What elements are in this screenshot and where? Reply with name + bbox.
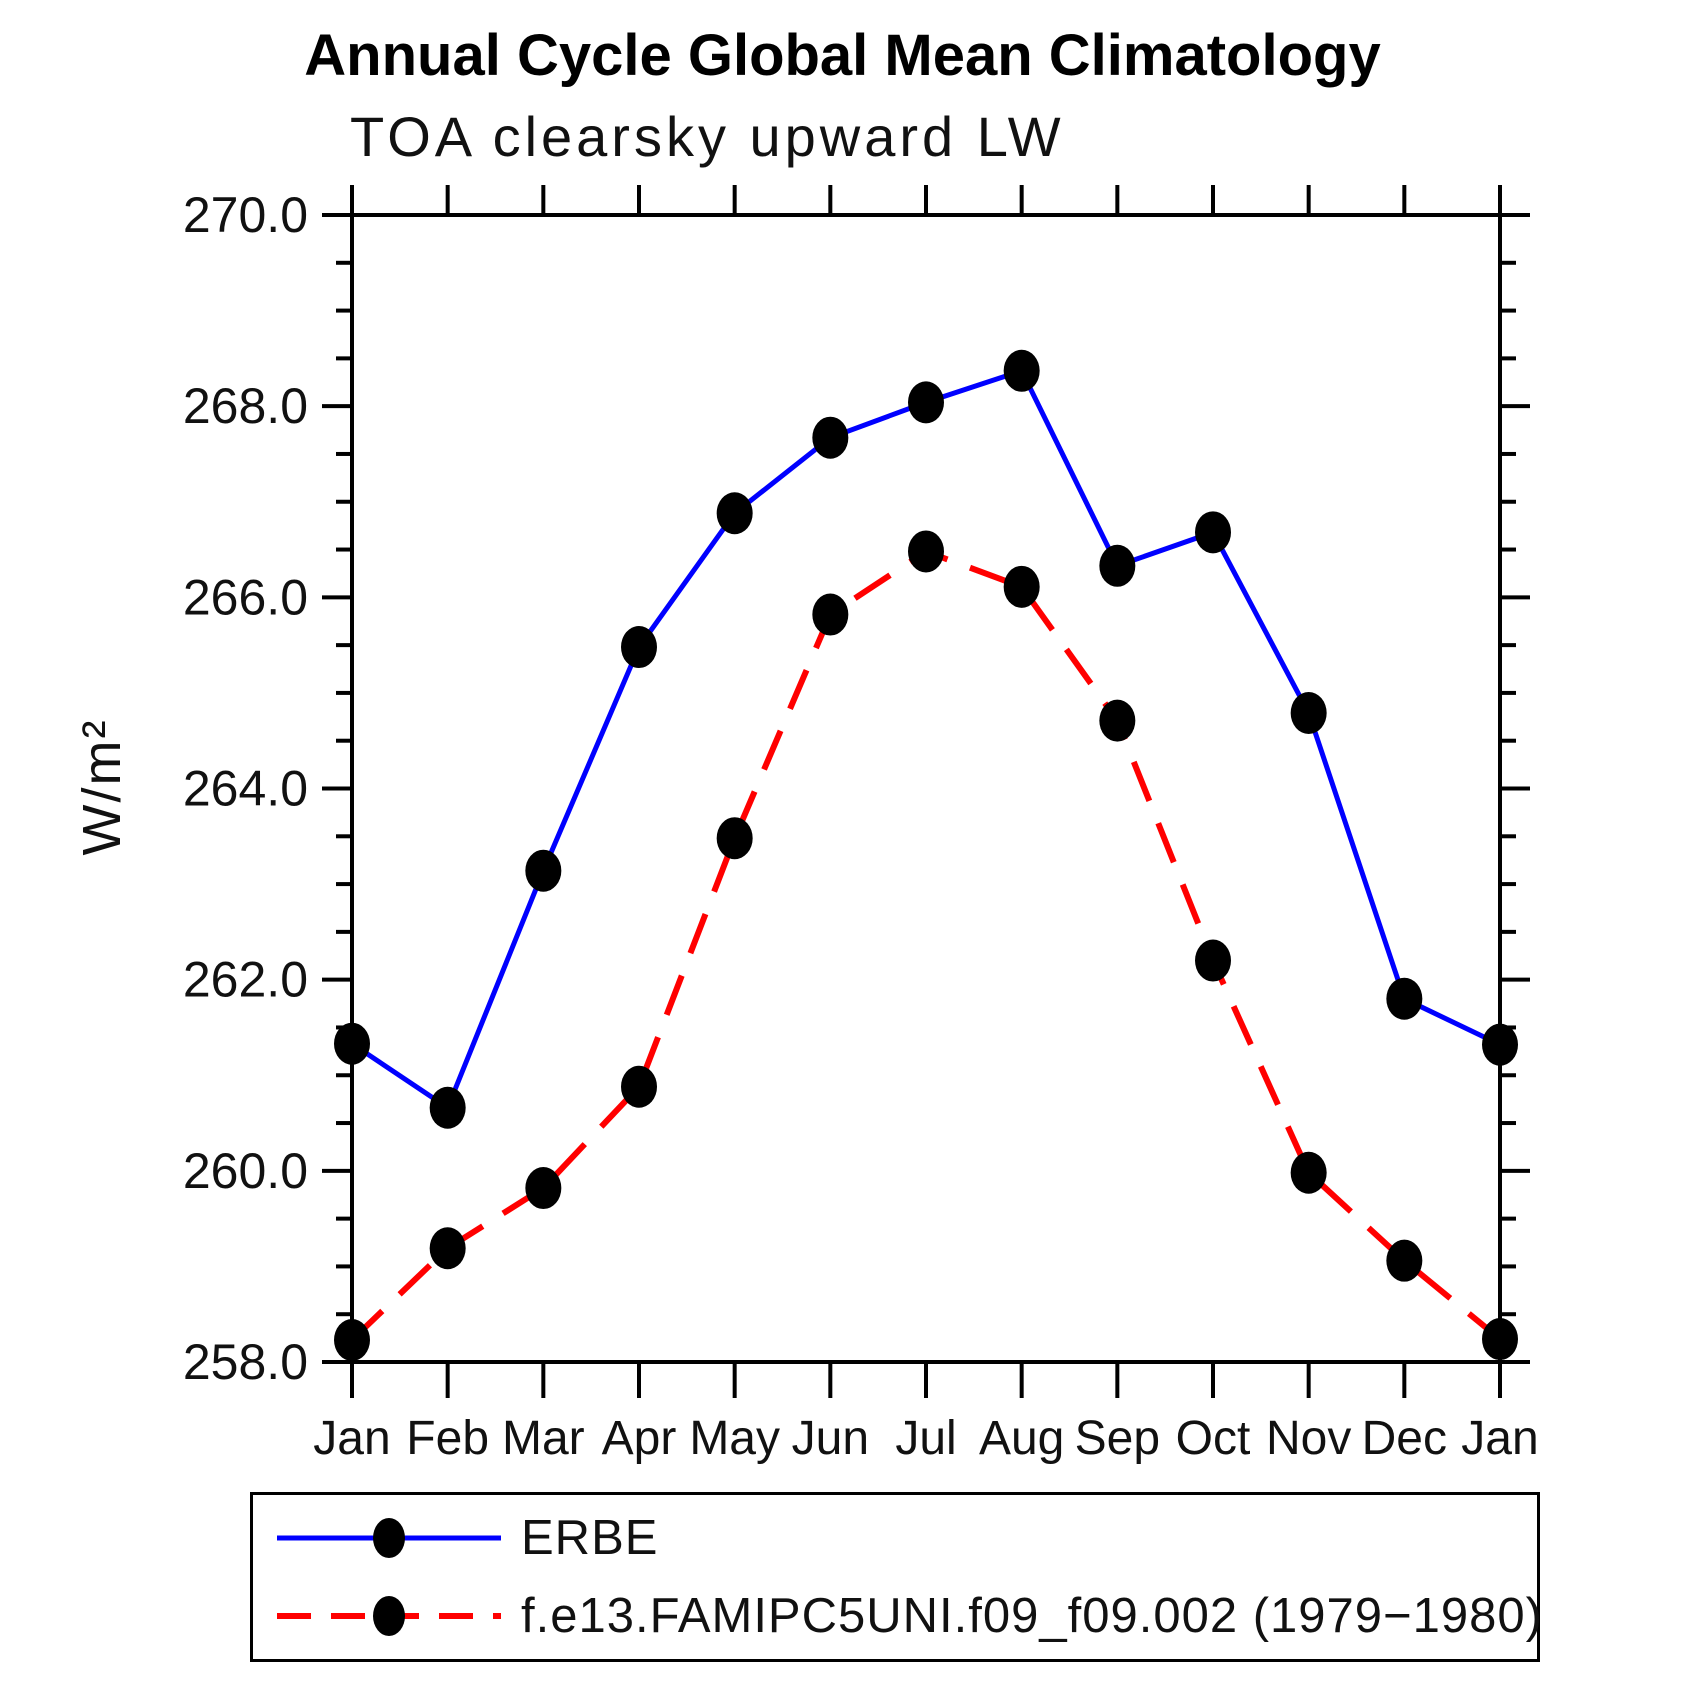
- data-point-marker: [525, 849, 562, 892]
- legend-item-erbe: ERBE: [273, 1499, 1537, 1577]
- data-point-marker: [1290, 1151, 1327, 1194]
- data-point-marker: [1482, 1023, 1518, 1066]
- x-tick-label: Mar: [502, 1412, 585, 1465]
- x-tick-label: May: [689, 1412, 780, 1465]
- legend-item-model: f.e13.FAMIPC5UNI.f09_f09.002 (1979−1980): [273, 1577, 1542, 1655]
- y-tick-label: 264.0: [183, 761, 308, 817]
- data-point-marker: [429, 1086, 466, 1129]
- y-tick-label: 266.0: [183, 569, 308, 625]
- model-line-sample: [277, 1596, 501, 1636]
- x-tick-label: Aug: [979, 1412, 1064, 1465]
- data-point-marker: [1195, 511, 1231, 554]
- data-point-marker: [621, 626, 657, 669]
- legend-label-erbe: ERBE: [521, 1511, 659, 1565]
- chart-subtitle: TOA clearsky upward LW: [350, 105, 1065, 168]
- x-tick-label: Jan: [313, 1412, 390, 1465]
- x-tick-label: Dec: [1362, 1412, 1447, 1465]
- data-point-marker: [812, 593, 849, 636]
- x-tick-label: Nov: [1266, 1412, 1351, 1465]
- data-point-marker: [525, 1167, 562, 1210]
- plot-frame: [350, 213, 1502, 1364]
- y-tick-label: 262.0: [183, 952, 308, 1008]
- x-tick-label: Oct: [1176, 1412, 1251, 1465]
- data-point-marker: [1386, 977, 1423, 1020]
- data-point-marker: [908, 530, 944, 573]
- legend-box: ERBE f.e13.FAMIPC5UNI.f09_f09.002 (1979−…: [250, 1492, 1542, 1662]
- data-point-marker: [908, 381, 944, 424]
- x-tick-label: Apr: [602, 1412, 677, 1465]
- legend-sample-marker: [373, 1596, 405, 1636]
- data-point-marker: [716, 817, 753, 860]
- data-point-marker: [1003, 565, 1040, 608]
- data-point-marker: [334, 1319, 370, 1362]
- y-tick-label: 260.0: [183, 1143, 308, 1199]
- y-tick-label: 270.0: [183, 187, 308, 243]
- data-point-marker: [812, 416, 849, 459]
- legend-sample-marker: [373, 1518, 405, 1558]
- data-point-marker: [334, 1022, 370, 1065]
- data-point-marker: [1003, 349, 1040, 392]
- erbe-line: [350, 367, 1502, 1112]
- x-tick-label: Feb: [406, 1412, 489, 1465]
- data-point-marker: [1099, 699, 1136, 742]
- y-tick-label: 268.0: [183, 378, 308, 434]
- x-tick-label: Sep: [1075, 1412, 1160, 1465]
- data-point-marker: [621, 1065, 657, 1108]
- data-point-marker: [429, 1227, 466, 1270]
- erbe-line-sample: [277, 1518, 501, 1558]
- data-point-marker: [1482, 1318, 1518, 1361]
- y-tick-label: 258.0: [183, 1334, 308, 1390]
- chart-title: Annual Cycle Global Mean Climatology: [304, 23, 1381, 88]
- x-tick-label: Jul: [895, 1412, 956, 1465]
- data-point-marker: [1195, 939, 1231, 982]
- legend-label-model: f.e13.FAMIPC5UNI.f09_f09.002 (1979−1980): [521, 1589, 1543, 1643]
- data-point-marker: [1386, 1239, 1423, 1282]
- data-point-marker: [1290, 691, 1327, 734]
- model-line: [349, 548, 1502, 1343]
- data-point-marker: [716, 492, 753, 535]
- data-point-marker: [1099, 544, 1136, 587]
- x-tick-label: Jan: [1461, 1412, 1538, 1465]
- x-tick-label: Jun: [792, 1412, 869, 1465]
